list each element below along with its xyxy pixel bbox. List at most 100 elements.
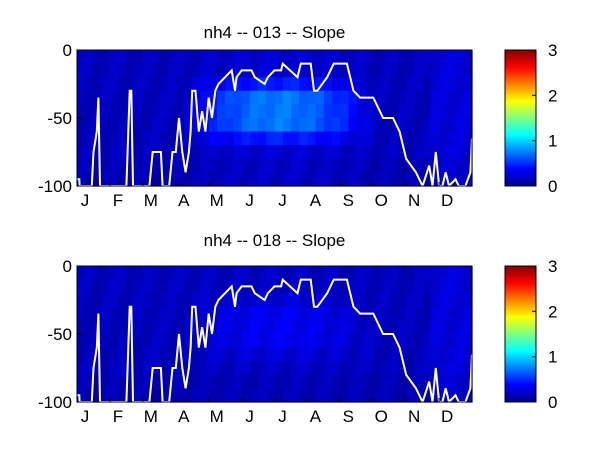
heatmap-cell xyxy=(216,77,226,92)
heatmap-cell xyxy=(414,279,424,294)
heatmap-cell xyxy=(463,63,473,78)
heatmap-cell xyxy=(406,306,415,321)
heatmap-cell xyxy=(241,320,251,335)
heatmap-cell xyxy=(225,131,234,146)
heatmap-cell xyxy=(381,306,391,321)
heatmap-cell xyxy=(159,361,169,376)
heatmap-cell xyxy=(307,334,317,349)
heatmap-cell xyxy=(183,104,193,119)
heatmap-cell xyxy=(340,334,350,349)
heatmap-cell xyxy=(282,131,292,146)
heatmap-cell xyxy=(430,172,440,187)
heatmap-cell xyxy=(422,63,432,78)
heatmap-cell xyxy=(274,77,284,92)
heatmap-cell xyxy=(406,104,415,119)
heatmap-cell xyxy=(307,118,317,133)
heatmap-cell xyxy=(118,104,127,119)
heatmap-cell xyxy=(200,388,210,403)
x-tick-label: A xyxy=(178,191,190,210)
heatmap-cell xyxy=(134,131,144,146)
heatmap-cell xyxy=(183,374,193,389)
heatmap-cell xyxy=(422,388,432,403)
heatmap-cell xyxy=(373,306,383,321)
heatmap-cell xyxy=(447,118,457,133)
heatmap-cell xyxy=(373,118,383,133)
heatmap-cell xyxy=(430,131,440,146)
heatmap-cell xyxy=(356,104,366,119)
heatmap-cell xyxy=(439,118,448,133)
heatmap-cell xyxy=(85,104,95,119)
heatmap-cell xyxy=(101,361,111,376)
heatmap-cell xyxy=(373,374,383,389)
heatmap-cell xyxy=(109,334,119,349)
heatmap-cell xyxy=(159,306,169,321)
heatmap-cell xyxy=(282,361,292,376)
heatmap-cell xyxy=(290,63,300,78)
heatmap-cell xyxy=(290,118,300,133)
heatmap-cell xyxy=(389,90,399,105)
heatmap-cell xyxy=(315,320,325,335)
heatmap-cell xyxy=(159,374,169,389)
heatmap-cell xyxy=(142,104,152,119)
heatmap-cell xyxy=(216,306,226,321)
heatmap-cell xyxy=(406,279,415,294)
heatmap-cell xyxy=(397,158,407,173)
heatmap-cell xyxy=(414,131,424,146)
heatmap-cell xyxy=(249,90,259,105)
heatmap-cell xyxy=(315,63,325,78)
heatmap-cell xyxy=(192,131,202,146)
heatmap-cell xyxy=(126,63,136,78)
heatmap-cell xyxy=(200,347,210,362)
heatmap-cell xyxy=(323,158,333,173)
heatmap-cell xyxy=(249,50,259,65)
heatmap-cell xyxy=(241,131,251,146)
heatmap-cell xyxy=(175,172,185,187)
heatmap-cell xyxy=(290,347,300,362)
heatmap-cell xyxy=(118,388,127,403)
heatmap-cell xyxy=(340,320,350,335)
heatmap-cell xyxy=(282,347,292,362)
heatmap-cell xyxy=(249,374,259,389)
heatmap-cell xyxy=(406,145,415,160)
heatmap-cell xyxy=(348,77,358,92)
heatmap-cell xyxy=(109,158,119,173)
heatmap-cell xyxy=(118,131,127,146)
heatmap-cell xyxy=(406,50,415,65)
heatmap-cell xyxy=(77,77,86,92)
heatmap-cell xyxy=(225,172,234,187)
heatmap-cell xyxy=(93,374,103,389)
heatmap-cell xyxy=(389,131,399,146)
heatmap-cell xyxy=(397,347,407,362)
heatmap-cell xyxy=(225,388,234,403)
heatmap-cell xyxy=(406,63,415,78)
heatmap-cell xyxy=(208,63,218,78)
heatmap-cell xyxy=(356,361,366,376)
heatmap-cell xyxy=(93,266,103,281)
heatmap-cell xyxy=(77,63,86,78)
heatmap-cell xyxy=(118,63,127,78)
heatmap-cell xyxy=(134,77,144,92)
heatmap-cell xyxy=(151,90,160,105)
heatmap-cell xyxy=(77,104,86,119)
heatmap-cell xyxy=(447,158,457,173)
heatmap-cell xyxy=(348,320,358,335)
heatmap-cell xyxy=(414,334,424,349)
heatmap-cell xyxy=(397,172,407,187)
heatmap-cell xyxy=(381,320,391,335)
heatmap-cell xyxy=(282,293,292,308)
heatmap-cell xyxy=(348,293,358,308)
heatmap-cell xyxy=(216,90,226,105)
heatmap-cell xyxy=(290,131,300,146)
heatmap-cell xyxy=(373,361,383,376)
heatmap-cell xyxy=(266,131,276,146)
heatmap-cell xyxy=(77,50,86,65)
heatmap-cell xyxy=(414,293,424,308)
heatmap-cell xyxy=(373,145,383,160)
heatmap-cell xyxy=(225,279,234,294)
heatmap-cell xyxy=(101,293,111,308)
heatmap-cell xyxy=(455,145,465,160)
heatmap-cell xyxy=(340,131,350,146)
x-tick-label: D xyxy=(441,191,453,210)
heatmap-cell xyxy=(225,374,234,389)
heatmap-cell xyxy=(389,347,399,362)
